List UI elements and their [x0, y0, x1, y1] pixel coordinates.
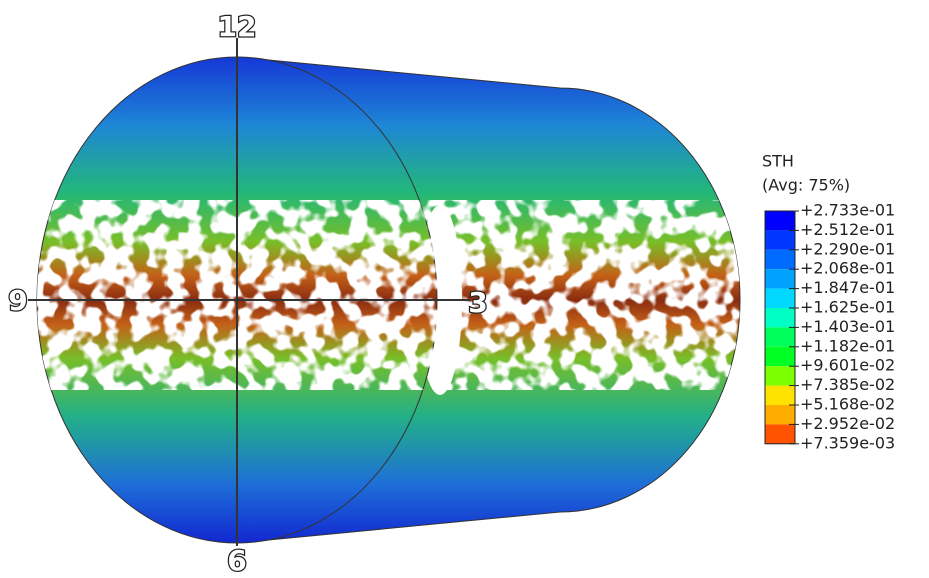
legend-band: [765, 308, 795, 327]
clock-label: 9: [8, 284, 27, 317]
legend-band: [765, 347, 795, 366]
legend-band: [765, 230, 795, 249]
legend-label: +2.952e-02: [800, 414, 895, 433]
legend-band: [765, 327, 795, 346]
legend-label: +1.625e-01: [800, 298, 895, 317]
legend-band: [765, 386, 795, 405]
clock-label: 3: [468, 286, 487, 319]
legend-band: [765, 211, 795, 230]
legend-title: STH: [762, 152, 794, 171]
legend-label: +1.847e-01: [800, 278, 895, 297]
figure: 12 6 9 3 STH (Avg: 75%) +2.733e-01+2.512…: [0, 0, 929, 578]
legend-label: +2.068e-01: [800, 259, 895, 278]
legend-label: +2.512e-01: [800, 220, 895, 239]
legend-label: +1.403e-01: [800, 317, 895, 336]
legend-label: +9.601e-02: [800, 356, 895, 375]
clock-label: 6: [227, 544, 246, 577]
legend-band: [765, 366, 795, 385]
legend-band: [765, 405, 795, 424]
legend: +2.733e-01+2.512e-01+2.290e-01+2.068e-01…: [765, 201, 895, 453]
legend-label: +2.290e-01: [800, 239, 895, 258]
legend-label: +7.385e-02: [800, 375, 895, 394]
clock-label: 12: [218, 10, 257, 43]
legend-label: +2.733e-01: [800, 201, 895, 220]
legend-band: [765, 269, 795, 288]
legend-label: +5.168e-02: [800, 395, 895, 414]
legend-band: [765, 250, 795, 269]
legend-band: [765, 424, 795, 443]
legend-label: +7.359e-03: [800, 433, 895, 452]
legend-subtitle: (Avg: 75%): [762, 176, 850, 195]
legend-label: +1.182e-01: [800, 336, 895, 355]
legend-band: [765, 289, 795, 308]
